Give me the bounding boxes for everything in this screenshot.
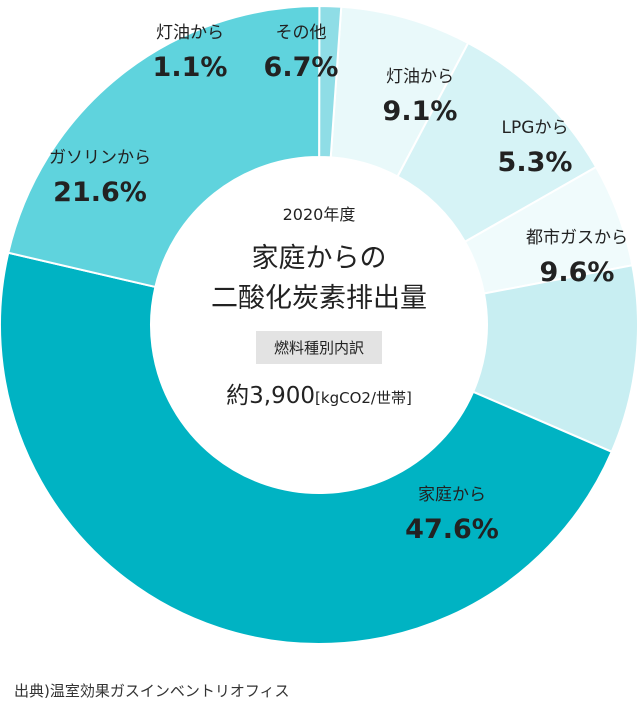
center-title: 家庭からの 二酸化炭素排出量 [169, 239, 469, 319]
slice-6-name: ガソリンから [49, 148, 151, 168]
slice-4-value: 9.6% [540, 257, 615, 288]
slice-5 [0, 251, 614, 645]
slice-2-name: 灯油から [386, 67, 454, 87]
donut-chart: その他 6.7% 灯油から 9.1% LPGから 5.3% 都市ガスから 9.6% 家庭から 47… [0, 4, 639, 645]
center-total: 約3,900[kgCO2/世帯] [169, 376, 469, 410]
slice-6 [7, 4, 321, 289]
total-value: 約3,900 [226, 383, 316, 409]
slice-5-name: 家庭から [418, 485, 486, 505]
breakdown-badge: 燃料種別内訳 [255, 331, 382, 364]
total-unit: [kgCO2/世帯] [315, 389, 412, 407]
source-note: 出典)温室効果ガスインベントリオフィス [14, 682, 290, 700]
center-title-line1: 家庭からの [251, 243, 387, 274]
center-title-line2: 二酸化炭素排出量 [211, 283, 427, 314]
slice-3-name: LPGから [502, 118, 569, 138]
slice-1-name: その他 [276, 23, 327, 43]
center-text: 2020年度 家庭からの 二酸化炭素排出量 燃料種別内訳 約3,900[kgCO… [169, 195, 469, 410]
slice-7 [318, 4, 343, 159]
slice-5-value: 47.6% [405, 514, 499, 545]
center-year: 2020年度 [282, 205, 356, 224]
slice-7-value: 1.1% [153, 52, 228, 83]
slice-6-value: 21.6% [53, 177, 147, 208]
slice-4-name: 都市ガスから [526, 228, 628, 248]
slice-2-value: 9.1% [383, 96, 458, 127]
slice-1-value: 6.7% [264, 52, 339, 83]
slice-3-value: 5.3% [498, 147, 573, 178]
slice-7-name: 灯油から [156, 23, 224, 43]
